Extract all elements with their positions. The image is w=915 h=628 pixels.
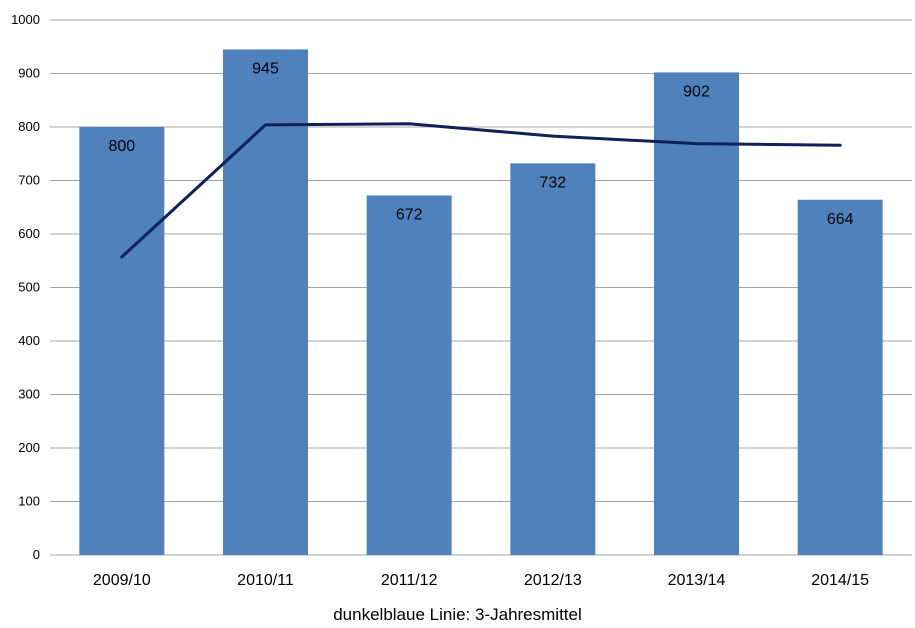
- data-label: 902: [683, 83, 710, 100]
- bar: [797, 199, 883, 555]
- y-tick-label: 400: [18, 333, 40, 348]
- gridlines: [50, 19, 912, 556]
- x-tick-label: 2010/11: [237, 572, 294, 589]
- y-tick-label: 600: [18, 226, 40, 241]
- y-tick-label: 500: [18, 280, 40, 295]
- data-label: 672: [396, 206, 423, 223]
- x-tick-label: 2011/12: [381, 572, 438, 589]
- y-tick-label: 100: [18, 494, 40, 509]
- bar: [79, 127, 165, 555]
- data-label: 664: [827, 211, 854, 228]
- series-line: [120, 122, 842, 259]
- y-tick-label: 700: [18, 173, 40, 188]
- x-tick-label: 2014/15: [811, 572, 869, 589]
- x-axis-ticks: 2009/10 2010/11 2011/12 2012/13 2013/14 2014/…: [93, 572, 869, 589]
- x-tick-label: 2013/14: [668, 572, 726, 589]
- average-line: [120, 122, 842, 259]
- y-tick-label: 300: [18, 387, 40, 402]
- bar: [366, 195, 452, 556]
- bar: [654, 72, 739, 556]
- chart-caption: dunkelblaue Linie: 3-Jahresmittel: [333, 605, 582, 624]
- y-tick-label: 800: [18, 119, 40, 134]
- data-label: 800: [108, 138, 135, 155]
- data-label: 945: [252, 60, 279, 77]
- bars: [79, 49, 883, 556]
- y-axis-ticks: 0 100 200 300 400 500 600 700 800 900 1000: [11, 12, 40, 562]
- bar: [510, 163, 596, 555]
- y-tick-label: 1000: [11, 12, 40, 27]
- x-tick-label: 2009/10: [93, 572, 151, 589]
- data-label: 732: [539, 174, 566, 191]
- y-tick-label: 200: [18, 440, 40, 455]
- bar: [223, 49, 308, 556]
- y-tick-label: 900: [18, 66, 40, 81]
- y-tick-label: 0: [33, 547, 40, 562]
- data-labels: 800 945 672 732 902 664: [108, 60, 853, 227]
- x-tick-label: 2012/13: [524, 572, 582, 589]
